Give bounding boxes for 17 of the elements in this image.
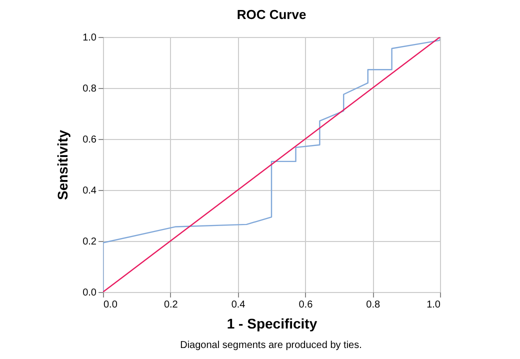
y-tick-label: 0.6 bbox=[82, 134, 97, 146]
x-tick-label: 0.8 bbox=[366, 300, 380, 310]
y-tick-label: 0.8 bbox=[82, 84, 97, 94]
chart-title: ROC Curve bbox=[236, 7, 306, 22]
y-tick-label: 0.0 bbox=[82, 288, 97, 298]
line-series bbox=[103, 37, 440, 292]
x-tick-label: 1.0 bbox=[426, 300, 441, 310]
x-tick-label: 0.0 bbox=[104, 300, 118, 310]
y-tick-label: 0.4 bbox=[82, 186, 97, 196]
x-tick-label: 0.2 bbox=[164, 300, 178, 310]
y-tick-label: 1.0 bbox=[82, 32, 97, 44]
x-tick-label: 0.4 bbox=[231, 300, 246, 310]
text: Diagonal segments are produced by ties. bbox=[180, 340, 362, 351]
x-axis-title: 1 - Specificity bbox=[226, 316, 318, 332]
x-tick-label: 0.6 bbox=[298, 300, 314, 310]
y-tick-label: 0.2 bbox=[82, 236, 97, 248]
y-axis-title: Sensitivity bbox=[54, 130, 71, 200]
